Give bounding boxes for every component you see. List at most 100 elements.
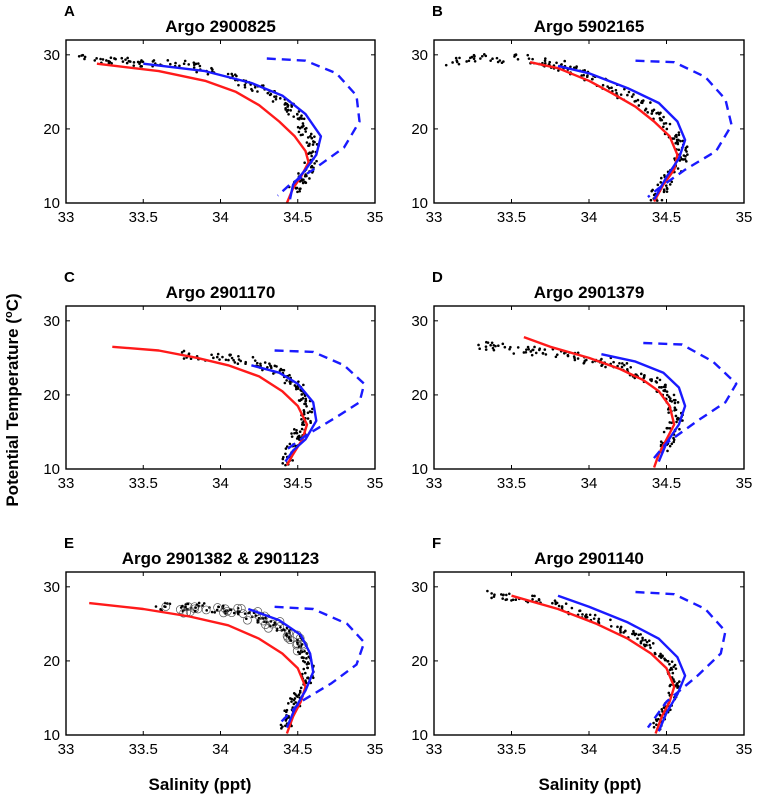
scatter-point [283, 381, 287, 385]
series-red-line [529, 61, 679, 203]
scatter-point [484, 54, 488, 58]
y-tick-label: 30 [43, 579, 60, 596]
scatter-point [304, 681, 308, 685]
scatter-point [660, 198, 664, 202]
scatter-point [238, 610, 241, 613]
scatter-point [667, 395, 671, 399]
scatter-point [543, 348, 547, 351]
scatter-point [140, 65, 144, 68]
scatter-point [290, 432, 293, 435]
x-tick-label: 34.5 [652, 741, 681, 758]
scatter-point [504, 598, 507, 602]
scatter-point [573, 356, 576, 360]
scatter-point [668, 444, 672, 448]
scatter-point [676, 401, 680, 404]
scatter-point [537, 598, 541, 601]
scatter-point [661, 654, 664, 658]
x-tick-label: 34 [581, 209, 598, 226]
scatter-point [221, 355, 224, 359]
scatter-point [619, 631, 622, 634]
scatter-point [507, 592, 511, 596]
scatter-point [159, 608, 162, 611]
scatter-point [300, 417, 303, 421]
panel-f-frame [433, 571, 745, 736]
scatter-point [245, 617, 248, 621]
scatter-point [665, 190, 669, 193]
scatter-point [541, 352, 545, 355]
y-tick-label: 30 [43, 47, 60, 64]
scatter-point [201, 604, 204, 607]
scatter-point [581, 613, 584, 616]
scatter-point [197, 62, 200, 65]
y-tick-label: 20 [43, 121, 60, 138]
scatter-point [668, 183, 672, 186]
scatter-point [636, 98, 640, 102]
scatter-point [285, 445, 289, 448]
scatter-point [621, 362, 624, 365]
scatter-point [651, 642, 655, 645]
scatter-point [283, 709, 286, 713]
scatter-point [272, 623, 275, 627]
scatter-point [285, 708, 289, 712]
scatter-point [649, 101, 652, 104]
scatter-point [501, 342, 505, 346]
scatter-point [239, 359, 243, 363]
series-red-line [96, 62, 310, 203]
scatter-point [303, 649, 306, 653]
panel-d-title: Argo 2901379 [534, 283, 645, 302]
scatter-point [666, 659, 670, 663]
series-blue-line [251, 364, 318, 463]
scatter-point [282, 628, 285, 631]
scatter-point [192, 63, 196, 67]
scatter-point [582, 361, 586, 364]
scatter-circle-point [183, 602, 193, 611]
scatter-point [198, 64, 202, 68]
scatter-point [514, 53, 518, 57]
scatter-point [666, 449, 669, 453]
scatter-point [591, 360, 594, 364]
scatter-point [301, 421, 304, 424]
scatter-point [563, 59, 567, 63]
x-tick-label: 34 [212, 475, 229, 492]
y-tick-label: 10 [411, 727, 428, 744]
scatter-point [309, 151, 313, 155]
scatter-point [472, 53, 476, 57]
scatter-point [637, 104, 641, 107]
scatter-point [274, 97, 278, 101]
scatter-point [510, 599, 513, 602]
x-axis-label-right: Salinity (ppt) [539, 775, 642, 794]
panel-d-frame [433, 305, 745, 470]
scatter-point [458, 56, 461, 60]
scatter-point [491, 57, 494, 60]
scatter-point [676, 418, 680, 421]
panel-f-plot-area [486, 589, 727, 734]
scatter-point [302, 124, 305, 128]
scatter-point [300, 179, 304, 182]
scatter-point [614, 88, 618, 92]
scatter-point [655, 381, 659, 384]
scatter-point [457, 62, 461, 66]
scatter-point [525, 348, 528, 351]
scatter-point [674, 408, 678, 412]
scatter-point [600, 364, 603, 368]
scatter-circle-point [243, 615, 252, 625]
scatter-point [303, 671, 307, 675]
scatter-point [244, 360, 248, 364]
scatter-circle-point [275, 617, 285, 626]
y-tick-label: 30 [411, 313, 428, 330]
x-tick-label: 33 [426, 741, 443, 758]
scatter-point [108, 60, 112, 64]
panel-f: F Argo 2901140 33 33.5 34 34.5 35 10 20 30 [411, 535, 752, 758]
scatter-point [243, 612, 247, 615]
scatter-point [632, 629, 635, 633]
scatter-point [256, 90, 259, 93]
panel-d-plot-area [477, 335, 738, 468]
scatter-point [308, 177, 311, 180]
scatter-point [597, 617, 601, 621]
scatter-point [269, 364, 272, 367]
scatter-point [665, 186, 669, 190]
panel-c-plot-area [112, 345, 366, 467]
scatter-point [531, 57, 534, 61]
scatter-point [298, 652, 302, 655]
scatter-point [297, 380, 300, 383]
